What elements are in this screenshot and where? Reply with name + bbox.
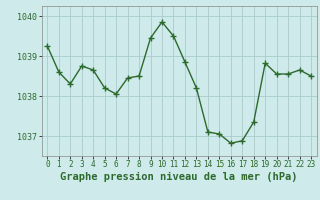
- X-axis label: Graphe pression niveau de la mer (hPa): Graphe pression niveau de la mer (hPa): [60, 172, 298, 182]
